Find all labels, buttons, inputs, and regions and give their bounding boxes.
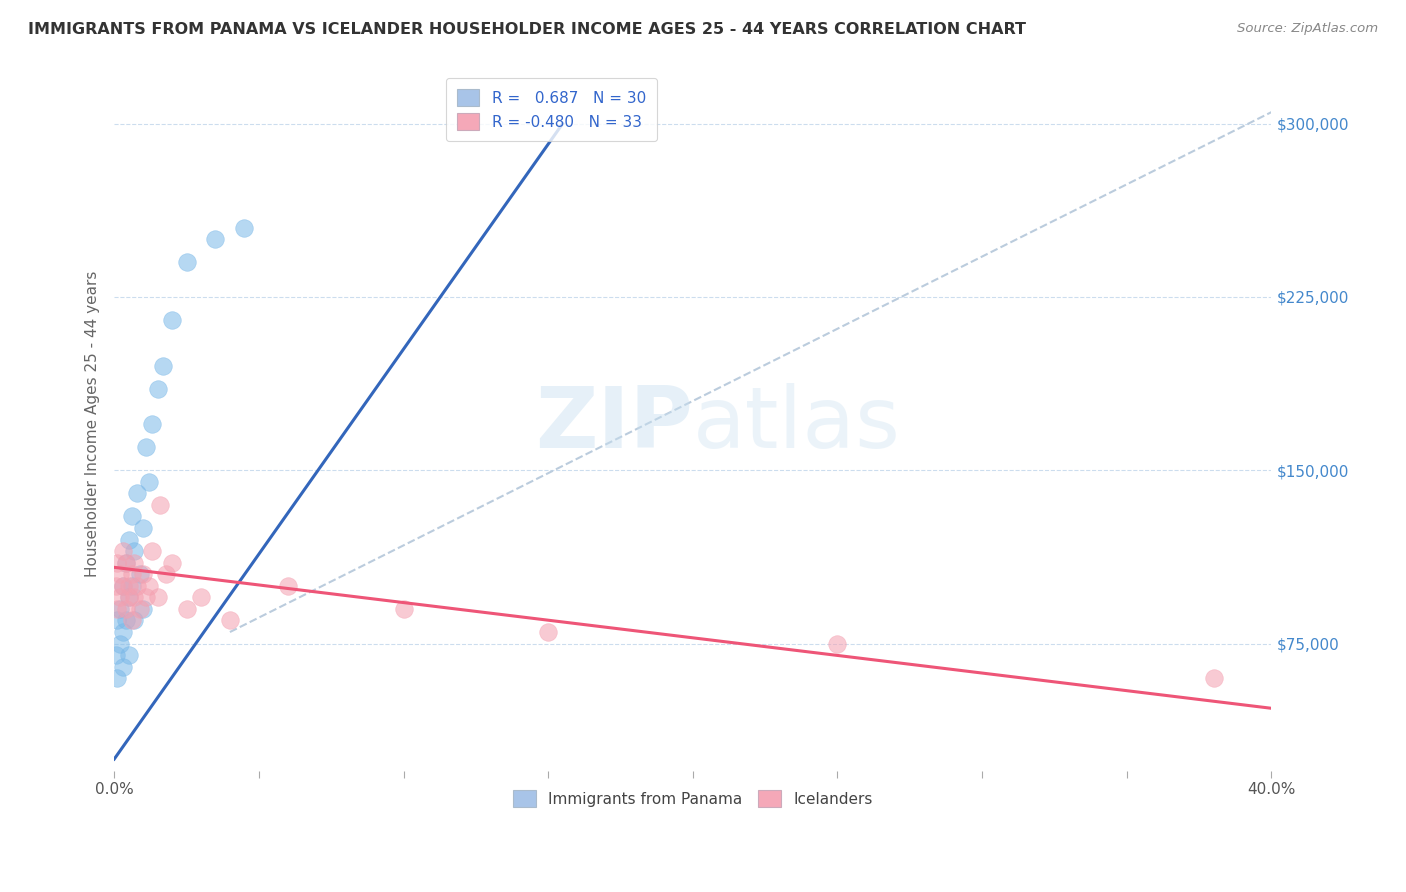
Point [121, 567, 143, 582]
Text: ZIP: ZIP [536, 383, 693, 466]
Point [138, 475, 160, 489]
Point [146, 383, 169, 397]
Point [124, 544, 146, 558]
Point [160, 313, 183, 327]
Point [114, 614, 136, 628]
Point [105, 614, 128, 628]
Point [105, 602, 128, 616]
Point [118, 533, 141, 547]
Point [204, 232, 226, 246]
Point [108, 602, 131, 616]
Point [124, 556, 146, 570]
Point [141, 417, 163, 431]
Point [129, 567, 152, 582]
Point [124, 591, 146, 605]
Point [141, 544, 163, 558]
Point [160, 556, 183, 570]
Point [277, 579, 299, 593]
Point [127, 579, 149, 593]
Point [121, 579, 143, 593]
Point [118, 579, 141, 593]
Point [138, 579, 160, 593]
Point [105, 671, 128, 685]
Point [108, 637, 131, 651]
Point [118, 648, 141, 662]
Text: Source: ZipAtlas.com: Source: ZipAtlas.com [1237, 22, 1378, 36]
Point [108, 591, 131, 605]
Point [219, 614, 242, 628]
Point [104, 579, 127, 593]
Point [118, 591, 141, 605]
Point [105, 556, 128, 570]
Point [135, 440, 157, 454]
Point [111, 659, 134, 673]
Point [135, 591, 157, 605]
Text: IMMIGRANTS FROM PANAMA VS ICELANDER HOUSEHOLDER INCOME AGES 25 - 44 YEARS CORREL: IMMIGRANTS FROM PANAMA VS ICELANDER HOUS… [28, 22, 1026, 37]
Point [114, 556, 136, 570]
Point [155, 567, 177, 582]
Point [129, 602, 152, 616]
Point [152, 359, 174, 374]
Point [190, 591, 212, 605]
Point [146, 591, 169, 605]
Text: atlas: atlas [693, 383, 901, 466]
Point [124, 614, 146, 628]
Point [108, 567, 131, 582]
Point [121, 614, 143, 628]
Point [127, 486, 149, 500]
Point [176, 255, 198, 269]
Point [149, 498, 172, 512]
Point [132, 567, 155, 582]
Point [111, 544, 134, 558]
Point [111, 625, 134, 640]
Point [233, 220, 256, 235]
Point [114, 602, 136, 616]
Point [132, 602, 155, 616]
Point [111, 579, 134, 593]
Point [104, 648, 127, 662]
Point [132, 521, 155, 535]
Legend: Immigrants from Panama, Icelanders: Immigrants from Panama, Icelanders [506, 782, 880, 815]
Point [537, 625, 560, 640]
Point [121, 509, 143, 524]
Point [114, 556, 136, 570]
Y-axis label: Householder Income Ages 25 - 44 years: Householder Income Ages 25 - 44 years [86, 271, 100, 577]
Point [392, 602, 415, 616]
Point [111, 579, 134, 593]
Point [827, 637, 849, 651]
Point [176, 602, 198, 616]
Point [118, 591, 141, 605]
Point [1202, 671, 1225, 685]
